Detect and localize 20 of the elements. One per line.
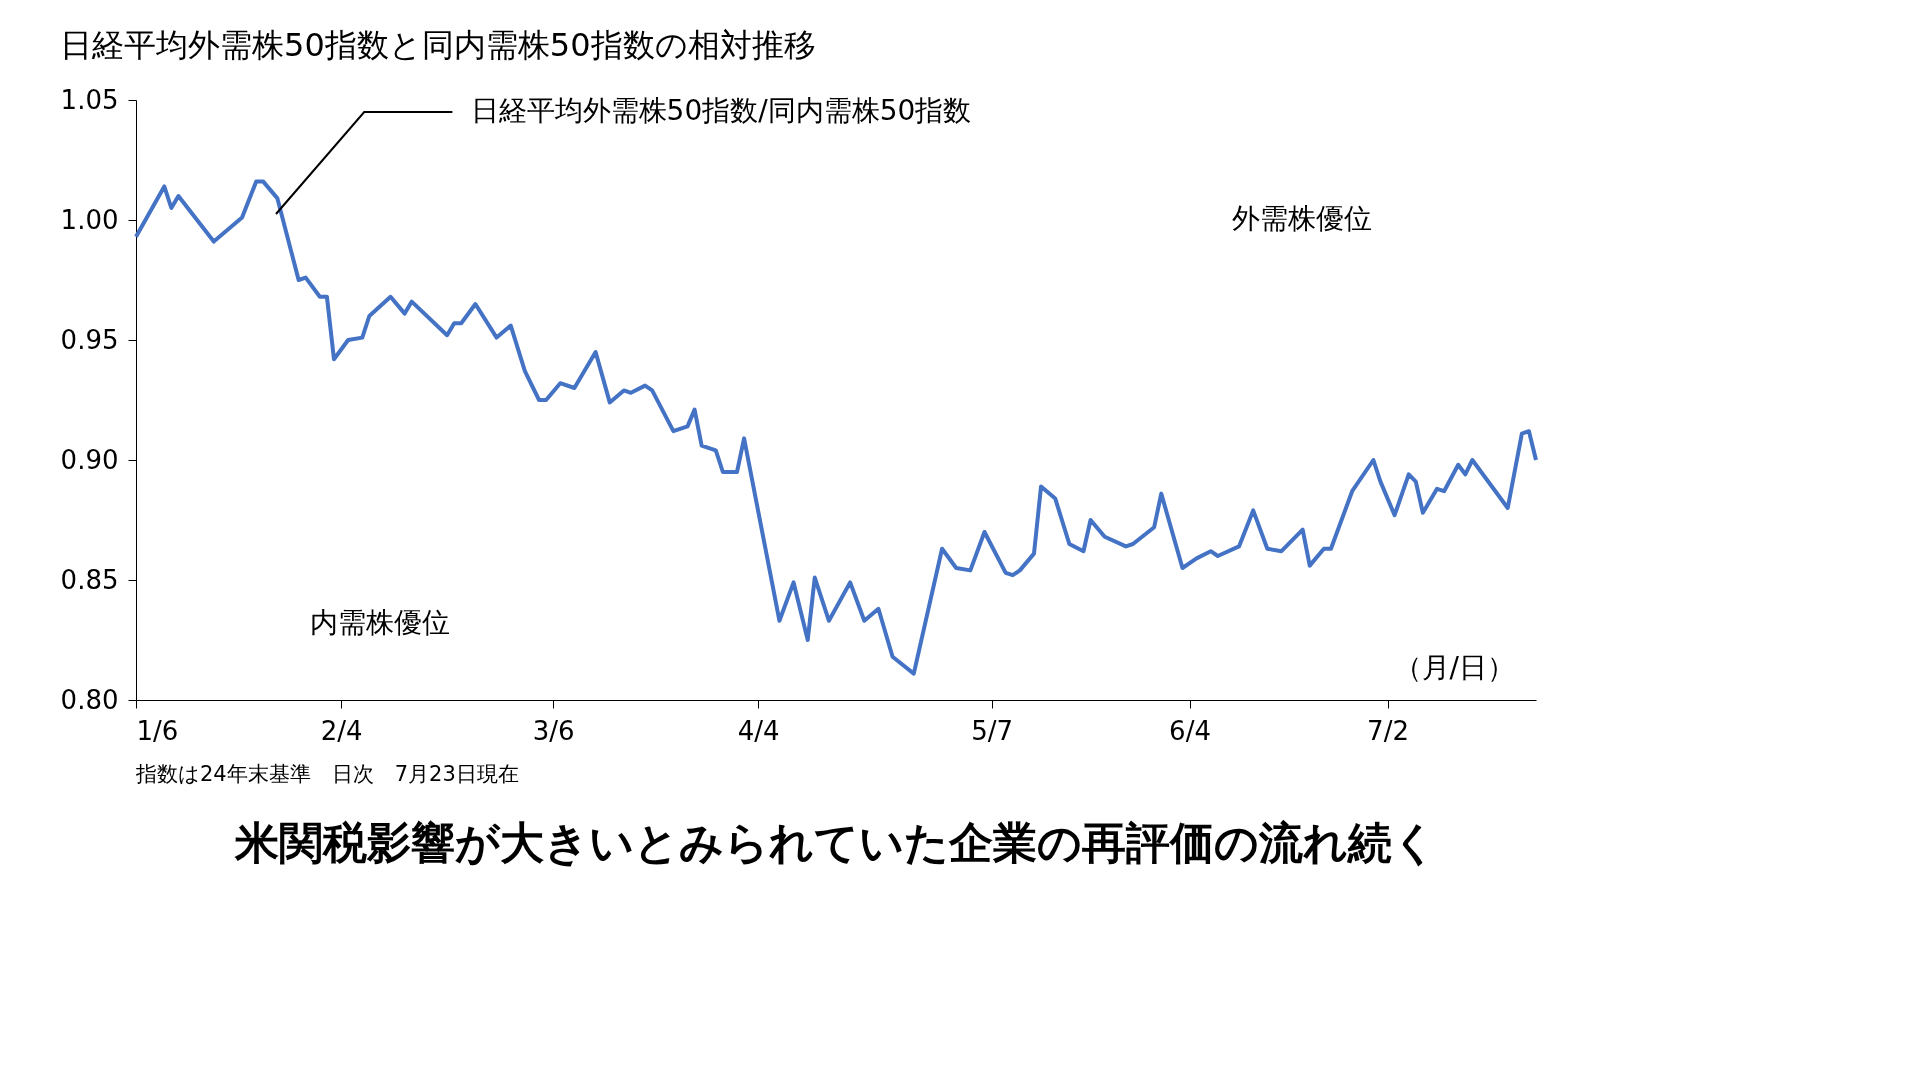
x-tick-label: 6/4 xyxy=(1169,715,1211,746)
chart-title: 日経平均外需株50指数と同内需株50指数の相対推移 xyxy=(60,26,816,64)
y-tick-label: 0.95 xyxy=(60,324,119,355)
x-tick-label: 4/4 xyxy=(737,715,780,746)
text: 米関税影響が大きいとみられていた企業の再評価の流れ続く xyxy=(234,817,1437,868)
text: 指数は24年末基準 日次 7月23日現在 xyxy=(135,762,519,786)
x-tick-label: 1/6 xyxy=(136,715,179,746)
y-tick-label: 0.80 xyxy=(60,684,119,715)
y-tick-label: 1.05 xyxy=(60,84,119,115)
y-tick-label: 1.00 xyxy=(60,204,119,235)
x-tick-label: 5/7 xyxy=(971,715,1013,746)
annotation: 内需株優位 xyxy=(309,605,450,639)
x-tick-label: 7/2 xyxy=(1367,715,1409,746)
text: 日経平均外需株50指数/同内需株50指数 xyxy=(470,94,972,127)
x-tick-label: 2/4 xyxy=(320,715,363,746)
y-tick-label: 0.85 xyxy=(60,564,119,595)
annotation: 外需株優位 xyxy=(1232,202,1373,235)
x-tick-label: 3/6 xyxy=(532,715,575,746)
y-tick-label: 0.90 xyxy=(60,444,119,475)
annotation: （月/日） xyxy=(1393,650,1515,684)
